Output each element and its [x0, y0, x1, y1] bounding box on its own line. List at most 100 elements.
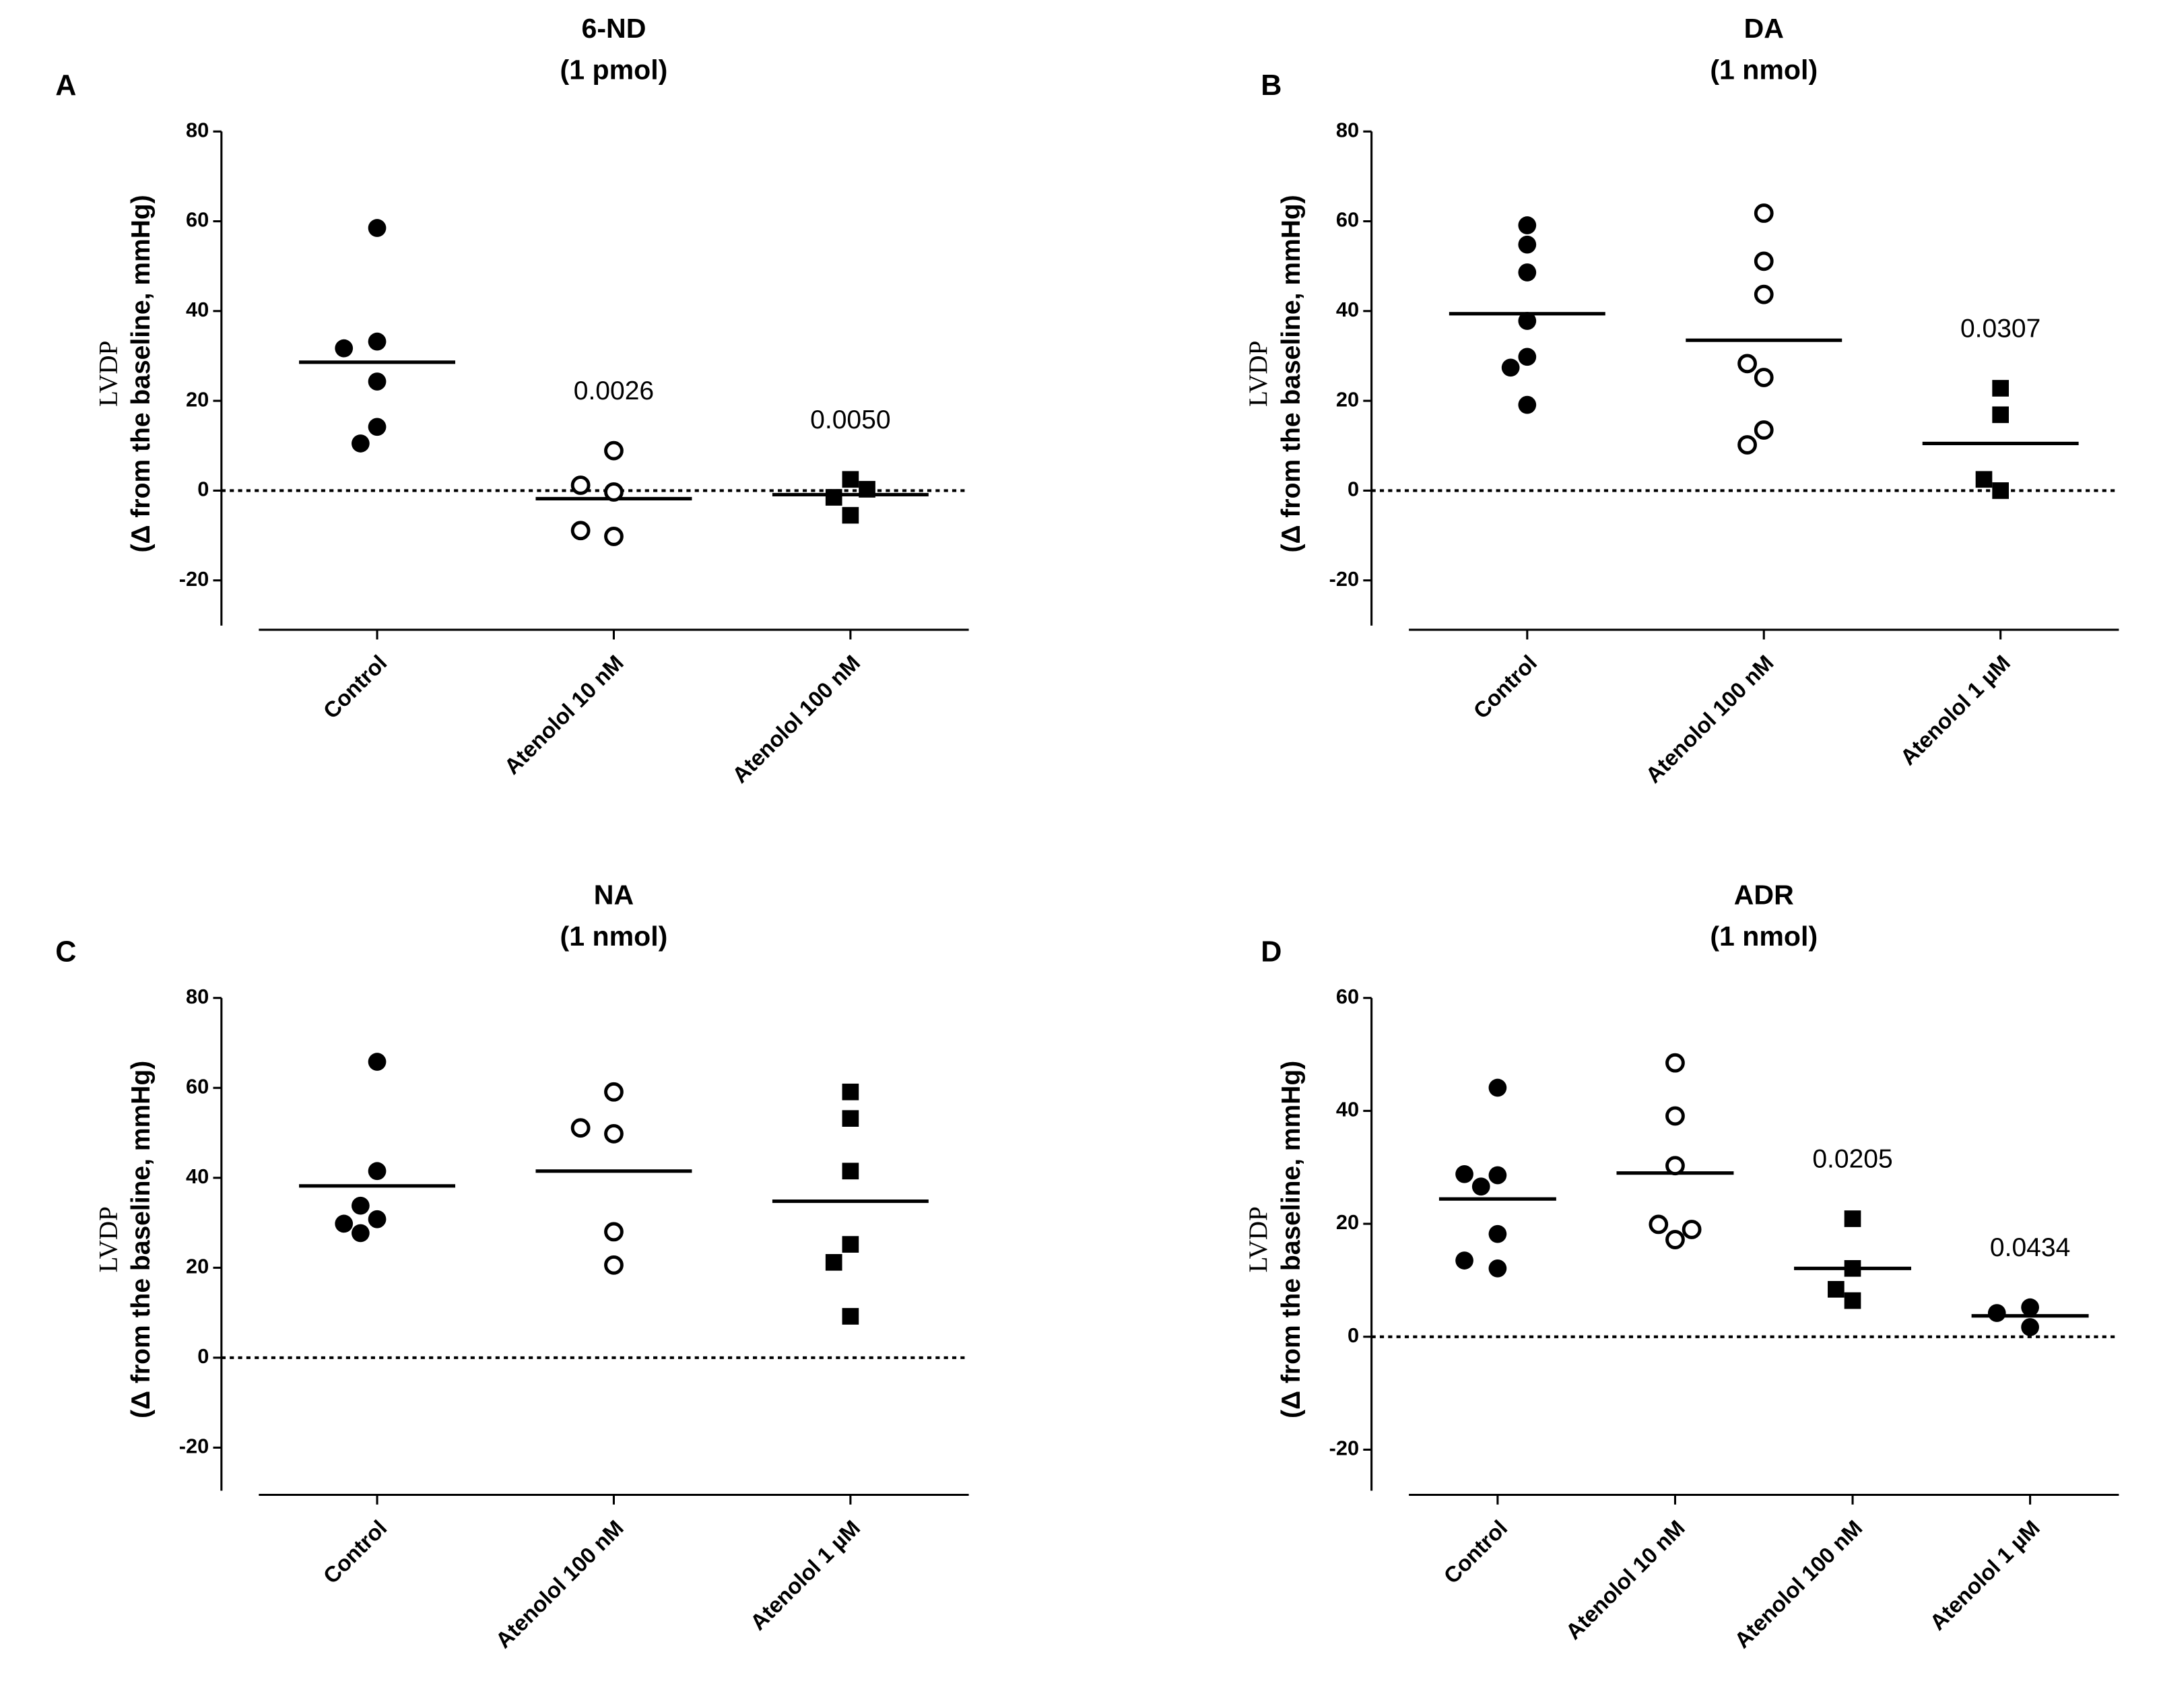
chart-subtitle: (1 nmol): [1710, 55, 1818, 86]
data-point: [1518, 235, 1537, 254]
data-point: [842, 1110, 859, 1127]
data-point: [368, 219, 387, 237]
panel-letter: D: [1261, 935, 1282, 968]
x-tick-label: Control: [319, 650, 392, 723]
data-point: [570, 475, 591, 495]
data-point: [1488, 1259, 1507, 1278]
y-tick-label: 20: [186, 1254, 209, 1278]
data-point: [1754, 420, 1774, 440]
y-tick-label: 60: [186, 208, 209, 232]
annotation: 0.0205: [1812, 1145, 1892, 1174]
data-point: [1754, 368, 1774, 387]
y-tick-label: 60: [186, 1074, 209, 1098]
y-axis-label: (Δ from the baseline, mmHg): [1277, 1061, 1306, 1418]
data-point: [352, 434, 370, 453]
data-point: [604, 440, 624, 461]
data-point: [604, 1222, 624, 1242]
y-tick-label: -20: [1329, 1437, 1360, 1460]
data-point: [368, 332, 387, 351]
y-tick-label: -20: [179, 1435, 209, 1458]
data-point: [368, 1210, 387, 1228]
data-point: [1665, 1053, 1685, 1073]
y-axis-label: (Δ from the baseline, mmHg): [127, 1061, 156, 1418]
data-point: [1754, 203, 1774, 223]
x-tick-label: Atenolol 1 µM: [1925, 1515, 2045, 1635]
y-tick-label: 40: [1336, 298, 1359, 321]
y-tick-label: -20: [179, 567, 209, 591]
data-point: [604, 1082, 624, 1102]
data-point: [2021, 1298, 2039, 1317]
data-point: [1828, 1281, 1845, 1298]
data-point: [1518, 348, 1537, 366]
data-point: [1518, 216, 1537, 234]
data-point: [1987, 1304, 2006, 1322]
data-point: [1992, 482, 2009, 499]
data-point: [1682, 1220, 1702, 1239]
data-point: [842, 1083, 859, 1101]
data-point: [604, 527, 624, 546]
data-point: [1992, 380, 2009, 397]
data-point: [368, 418, 387, 436]
data-point: [1844, 1210, 1861, 1227]
annotation: 0.0050: [810, 405, 890, 434]
y-tick-label: 40: [1336, 1098, 1359, 1121]
y-tick-label: 20: [1336, 1210, 1359, 1234]
data-point: [1455, 1164, 1473, 1183]
data-point: [842, 506, 859, 524]
data-point: [1992, 406, 2009, 424]
data-point: [335, 1214, 354, 1233]
data-point: [1754, 284, 1774, 304]
data-point: [1844, 1292, 1861, 1309]
data-point: [842, 1308, 859, 1325]
x-tick-label: Control: [1468, 650, 1541, 723]
y-tick-label: 80: [186, 985, 209, 1008]
data-point: [604, 1123, 624, 1144]
data-point: [1488, 1166, 1507, 1185]
data-point: [368, 1053, 387, 1071]
y-tick-label: 80: [1336, 118, 1359, 141]
data-point: [1518, 395, 1537, 414]
chart-subtitle: (1 pmol): [560, 55, 668, 86]
data-point: [842, 471, 859, 488]
y-tick-label: 40: [186, 298, 209, 321]
data-point: [825, 489, 842, 506]
data-point: [859, 481, 875, 498]
chart-subtitle: (1 nmol): [560, 921, 668, 952]
annotation: 0.0026: [574, 376, 654, 405]
data-point: [1649, 1214, 1669, 1235]
y-tick-label: 0: [197, 478, 209, 501]
annotation: 0.0307: [1960, 314, 2040, 343]
y-tick-label: 80: [186, 118, 209, 141]
y-axis-label: LVDP: [1244, 1206, 1273, 1272]
y-axis-label: LVDP: [94, 341, 123, 407]
x-tick-label: Control: [319, 1515, 392, 1589]
data-point: [604, 1255, 624, 1275]
data-point: [1665, 1156, 1685, 1176]
y-tick-label: 60: [1336, 985, 1359, 1008]
data-point: [352, 1196, 370, 1215]
chart-title: ADR: [1734, 880, 1794, 911]
panel-letter: C: [55, 935, 76, 968]
data-point: [1518, 263, 1537, 282]
y-axis-label: (Δ from the baseline, mmHg): [1277, 195, 1306, 552]
data-point: [1488, 1078, 1507, 1097]
data-point: [1754, 251, 1774, 271]
data-point: [1471, 1177, 1490, 1196]
y-tick-label: 40: [186, 1164, 209, 1188]
data-point: [570, 521, 591, 541]
data-point: [825, 1253, 842, 1271]
data-point: [335, 339, 354, 358]
data-point: [2021, 1318, 2039, 1336]
x-tick-label: Atenolol 1 µM: [745, 1515, 865, 1635]
x-tick-label: Atenolol 1 µM: [1895, 650, 2015, 770]
data-point: [842, 1162, 859, 1180]
y-axis-label: (Δ from the baseline, mmHg): [127, 195, 156, 552]
data-point: [1975, 471, 1993, 488]
x-tick-label: Atenolol 100 nM: [490, 1515, 628, 1653]
chart-title: NA: [594, 880, 634, 911]
data-point: [842, 1236, 859, 1253]
chart-title: DA: [1744, 13, 1784, 44]
data-point: [1737, 435, 1757, 455]
data-point: [1501, 358, 1520, 377]
data-point: [1665, 1230, 1685, 1249]
